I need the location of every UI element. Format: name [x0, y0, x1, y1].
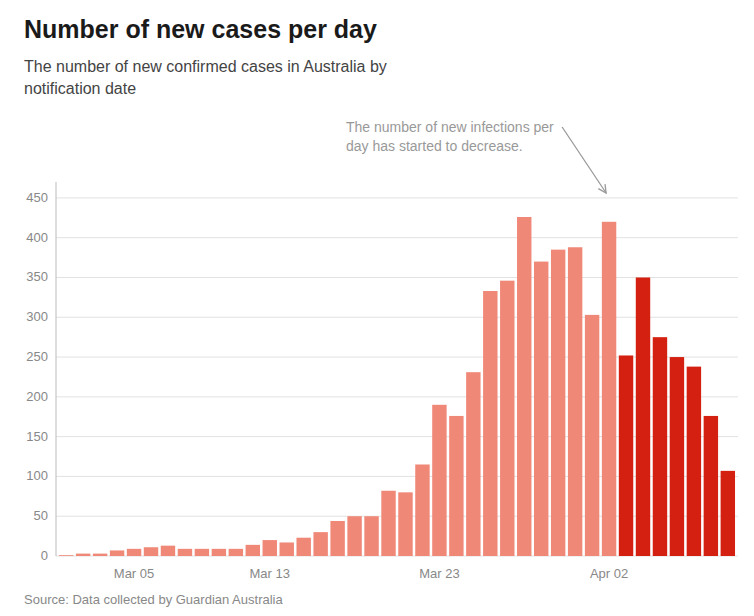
source: Source: Data collected by Guardian Austr…	[24, 592, 283, 607]
bar	[364, 516, 378, 556]
bar	[398, 492, 412, 556]
bar	[653, 337, 667, 556]
bar	[195, 549, 209, 556]
y-grid	[56, 198, 738, 556]
y-tick-label: 150	[26, 429, 48, 444]
grid-line	[56, 436, 738, 437]
subtitle-line: notification date	[24, 80, 136, 97]
annotation-text: The number of new infections per	[346, 119, 554, 135]
bar	[500, 281, 514, 556]
bar	[76, 554, 90, 556]
grid-line	[56, 476, 738, 477]
y-tick-label: 200	[26, 389, 48, 404]
bar	[296, 538, 310, 556]
bar	[619, 355, 633, 556]
bar	[466, 372, 480, 556]
grid-line	[56, 317, 738, 318]
annotation: The number of new infections per day has …	[346, 119, 606, 193]
bar	[93, 554, 107, 556]
bar	[602, 222, 616, 556]
bar	[280, 542, 294, 556]
y-tick-label: 450	[26, 190, 48, 205]
bar	[110, 550, 124, 556]
bar	[263, 540, 277, 556]
bar	[330, 521, 344, 556]
bar	[636, 277, 650, 556]
bar	[212, 549, 226, 556]
grid-line	[56, 277, 738, 278]
bar	[670, 357, 684, 556]
bar	[721, 471, 735, 556]
y-tick-label: 100	[26, 468, 48, 483]
bar	[551, 250, 565, 556]
bar	[568, 247, 582, 556]
subtitle-line: The number of new confirmed cases in Aus…	[24, 58, 387, 75]
bar	[449, 416, 463, 556]
x-tick-label: Mar 23	[419, 566, 459, 581]
bar	[313, 532, 327, 556]
grid-line	[56, 197, 738, 198]
bars	[59, 217, 735, 556]
x-tick-label: Mar 13	[250, 566, 290, 581]
bar	[432, 405, 446, 556]
bar	[178, 549, 192, 556]
bar	[59, 555, 73, 556]
bar	[381, 491, 395, 556]
bar	[704, 416, 718, 556]
bar	[246, 545, 260, 556]
bar	[127, 549, 141, 556]
annotation-text: day has started to decrease.	[346, 138, 523, 154]
grid-line	[56, 516, 738, 517]
x-tick-label: Mar 05	[114, 566, 154, 581]
bar	[415, 464, 429, 556]
annotation-arrow	[562, 127, 606, 193]
bar	[585, 315, 599, 556]
bar	[483, 291, 497, 556]
grid-line	[56, 556, 738, 557]
subtitle: The number of new confirmed cases in Aus…	[24, 58, 387, 97]
bar	[347, 516, 361, 556]
bar	[229, 549, 243, 556]
y-tick-label: 0	[41, 548, 48, 563]
bar	[161, 546, 175, 556]
bar	[534, 262, 548, 556]
y-tick-label: 400	[26, 230, 48, 245]
bar	[687, 367, 701, 556]
y-axis-line	[56, 182, 57, 556]
y-tick-label: 300	[26, 309, 48, 324]
grid-line	[56, 396, 738, 397]
x-tick-label: Apr 02	[590, 566, 628, 581]
bar	[517, 217, 531, 556]
title: Number of new cases per day	[24, 15, 377, 43]
grid-line	[56, 237, 738, 238]
y-tick-label: 350	[26, 269, 48, 284]
grid-line	[56, 357, 738, 358]
bar	[144, 547, 158, 556]
background	[0, 0, 754, 616]
y-tick-label: 50	[34, 508, 48, 523]
chart: Number of new cases per day The number of…	[0, 0, 754, 616]
y-tick-label: 250	[26, 349, 48, 364]
